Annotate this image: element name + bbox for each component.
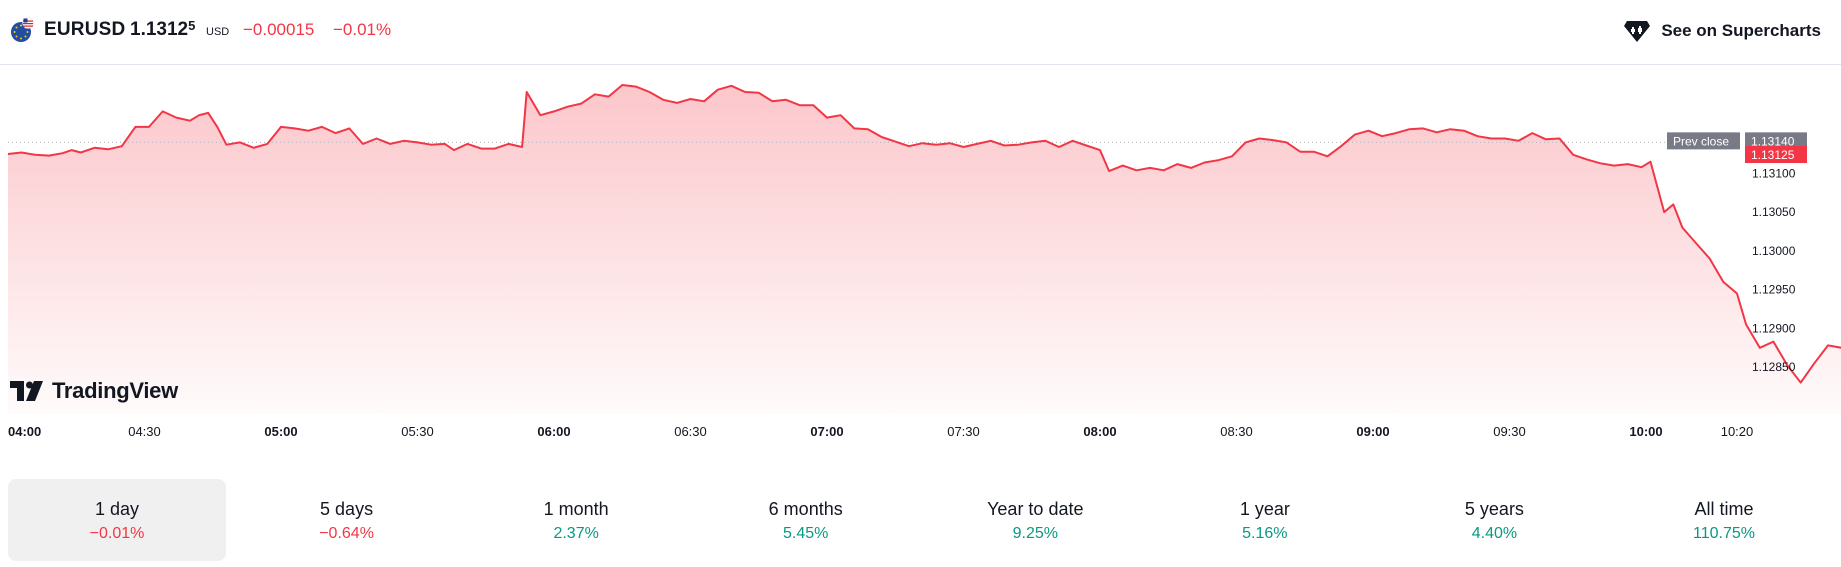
last-price-badge: 1.13125 [1751, 148, 1795, 162]
period-change: 4.40% [1471, 525, 1518, 542]
x-tick-label: 06:30 [674, 424, 707, 439]
supercharts-icon [1624, 21, 1651, 42]
x-tick-label: 09:00 [1356, 424, 1389, 439]
x-tick-label: 10:00 [1629, 424, 1662, 439]
series-line [7, 84, 1841, 384]
price-axis[interactable]: 1.13100 1.13050 1.13000 1.12950 1.12900 1.128… [1667, 132, 1807, 374]
x-tick-label: 10:20 [1721, 424, 1754, 439]
prev-close-value-bg [1745, 132, 1807, 150]
x-tick-label: 08:30 [1220, 424, 1253, 439]
price-change-percent: −0.01% [333, 20, 392, 39]
x-tick-label: 07:30 [947, 424, 980, 439]
prev-close-label-bg [1667, 132, 1740, 150]
period-tab-year-to-date[interactable]: Year to date 9.25% [926, 479, 1144, 561]
period-tab-1-year[interactable]: 1 year 5.16% [1156, 479, 1374, 561]
period-tab-1-month[interactable]: 1 month 2.37% [467, 479, 685, 561]
price-fraction: 5 [188, 18, 196, 33]
x-tick-label: 04:30 [128, 424, 161, 439]
prev-close-label: Prev close [1673, 134, 1729, 148]
period-label: 6 months [768, 499, 843, 519]
supercharts-label: See on Supercharts [1661, 21, 1821, 40]
see-on-supercharts-link[interactable]: See on Supercharts [1623, 16, 1821, 46]
y-tick-label: 1.13000 [1752, 244, 1796, 258]
x-tick-label: 08:00 [1083, 424, 1116, 439]
symbol-header: EURUSD 1.13125 USD −0.00015 −0.01% See o… [0, 0, 1841, 65]
price-change: −0.00015 [243, 20, 315, 39]
period-tab-5-days[interactable]: 5 days −0.64% [238, 479, 456, 561]
period-tab-1-day[interactable]: 1 day −0.01% [8, 479, 226, 561]
y-tick-label: 1.12850 [1752, 360, 1796, 374]
period-label: All time [1694, 499, 1754, 519]
x-tick-label: 05:00 [264, 424, 297, 439]
period-change: −0.64% [319, 525, 374, 542]
period-label: 5 days [320, 499, 374, 519]
x-tick-label: 07:00 [810, 424, 843, 439]
price-chart[interactable]: 1.13100 1.13050 1.13000 1.12950 1.12900 1.128… [0, 64, 1841, 459]
period-change: 110.75% [1693, 525, 1755, 542]
period-tab-5-years[interactable]: 5 years 4.40% [1385, 479, 1603, 561]
x-tick-label: 04:00 [8, 424, 41, 439]
period-label: 1 day [94, 499, 140, 519]
tradingview-wordmark: TradingView [52, 378, 178, 403]
x-tick-label: 05:30 [401, 424, 434, 439]
period-label: 1 year [1239, 499, 1290, 519]
x-tick-label: 09:30 [1493, 424, 1526, 439]
period-tab-6-months[interactable]: 6 months 5.45% [697, 479, 915, 561]
period-change: 9.25% [1012, 525, 1058, 542]
price-line [7, 84, 1841, 384]
prev-close-value: 1.13140 [1751, 134, 1795, 148]
period-change: 2.37% [553, 525, 599, 542]
last-price-badge-bg [1745, 146, 1807, 163]
period-change: 5.45% [783, 525, 829, 542]
period-label: 1 month [543, 499, 609, 519]
x-tick-label: 06:00 [537, 424, 570, 439]
y-tick-label: 1.12900 [1752, 321, 1796, 335]
period-selector: 1 day −0.01% 5 days −0.64% 1 month 2.37% 6 mon… [8, 479, 1833, 561]
y-tick-label: 1.13050 [1752, 205, 1796, 219]
period-label: 5 years [1464, 499, 1524, 519]
y-tick-label: 1.13100 [1752, 166, 1796, 180]
eur-usd-flag-icon [11, 17, 34, 42]
price-area [8, 85, 1841, 414]
time-axis[interactable]: 04:00 04:30 05:00 05:30 06:00 06:30 07:00 07:30… [8, 424, 1753, 439]
last-price: 1.13125 [130, 18, 196, 41]
period-change: 5.16% [1242, 525, 1288, 542]
tradingview-logo-icon [10, 381, 43, 401]
area-fill [8, 85, 1841, 414]
y-tick-label: 1.12950 [1752, 283, 1796, 297]
period-label: Year to date [987, 499, 1084, 519]
price-main: 1.1312 [130, 19, 189, 40]
symbol-name: EURUSD [44, 19, 126, 40]
period-tab-all-time[interactable]: All time 110.75% [1615, 479, 1833, 561]
period-change: −0.01% [89, 525, 145, 542]
tradingview-watermark: TradingView [10, 378, 178, 404]
currency-label: USD [206, 26, 230, 38]
